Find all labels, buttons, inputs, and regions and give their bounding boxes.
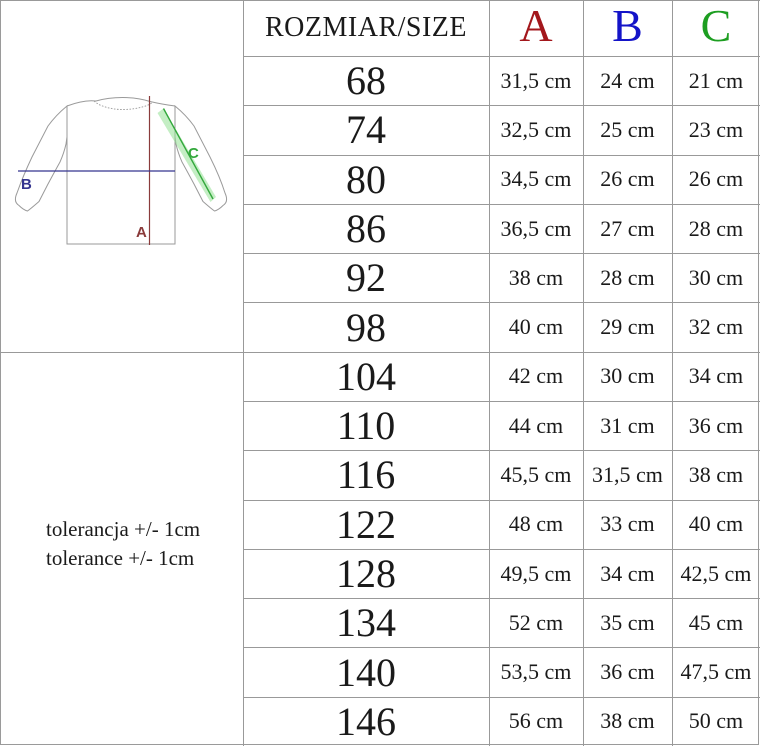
svg-text:B: B bbox=[21, 176, 32, 193]
svg-text:C: C bbox=[188, 145, 199, 162]
svg-text:A: A bbox=[136, 224, 147, 241]
